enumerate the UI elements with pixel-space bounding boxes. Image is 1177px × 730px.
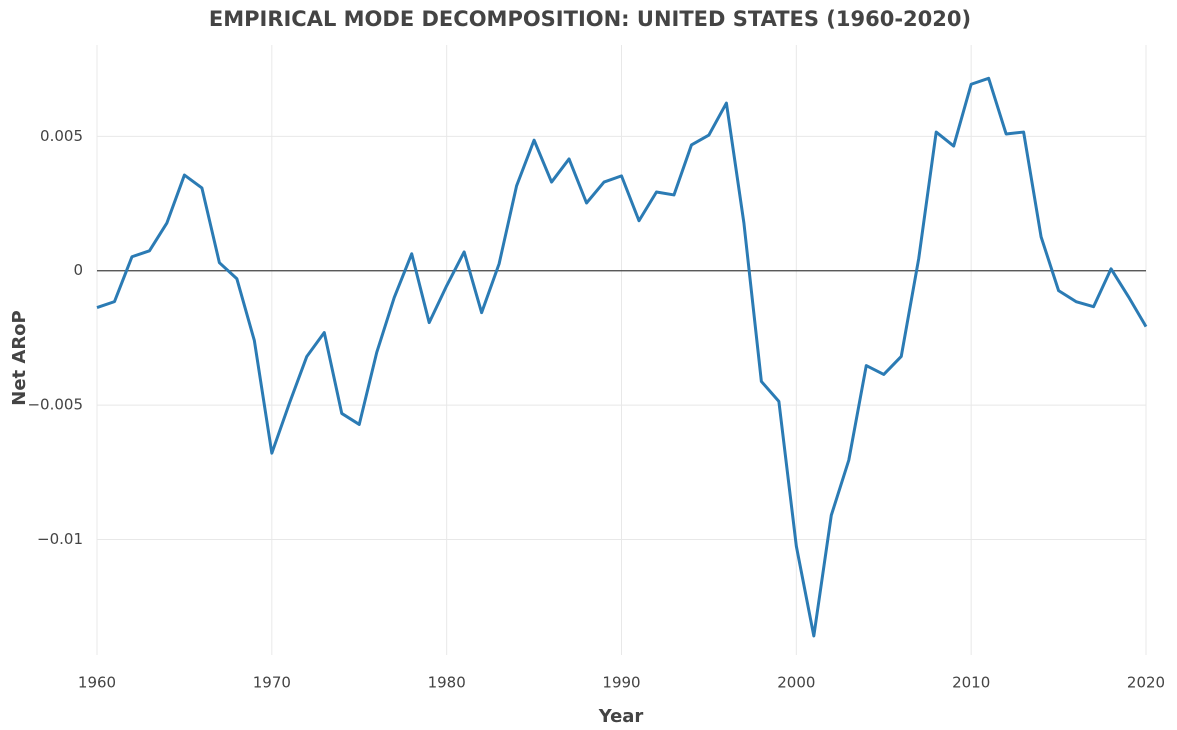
y-tick-label: 0.005 [40,127,83,145]
x-tick-label: 2000 [777,674,815,692]
chart-title: EMPIRICAL MODE DECOMPOSITION: UNITED STA… [209,7,971,31]
y-axis-label: Net ARoP [9,310,30,406]
y-tick-label: −0.01 [37,530,83,548]
y-tick-label: 0 [73,261,83,279]
x-tick-label: 1990 [602,674,640,692]
x-tick-label: 2010 [952,674,990,692]
x-axis-label: Year [598,706,644,727]
x-tick-label: 2020 [1127,674,1165,692]
x-tick-label: 1980 [428,674,466,692]
data-line [96,76,1148,638]
y-tick-label: −0.005 [27,396,83,414]
x-tick-label: 1970 [253,674,291,692]
x-tick-label: 1960 [78,674,116,692]
